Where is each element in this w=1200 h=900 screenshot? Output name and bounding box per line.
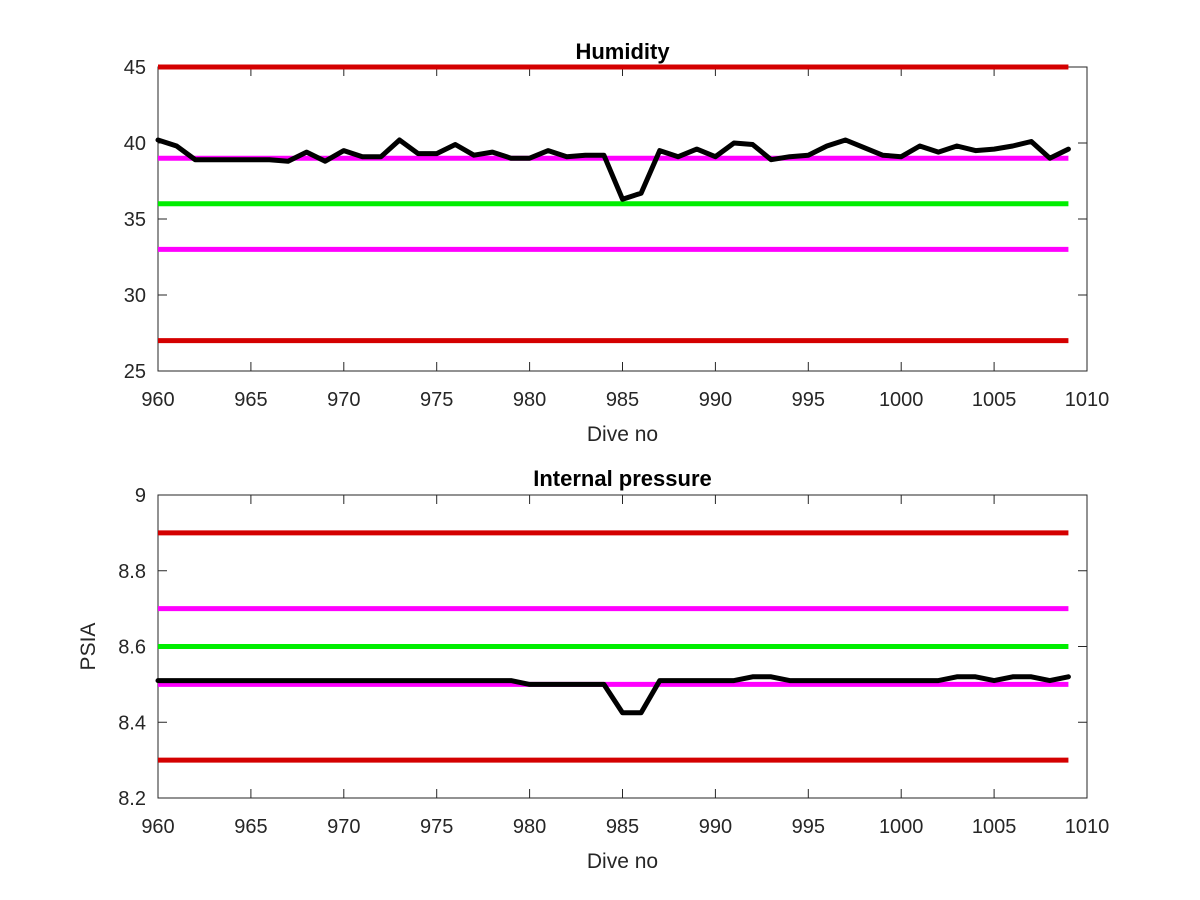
x-tick-label: 985 <box>606 816 639 838</box>
x-tick-label: 1000 <box>879 816 924 838</box>
x-tick-label: 985 <box>606 389 639 411</box>
x-tick-label: 970 <box>327 816 360 838</box>
x-tick-label: 1010 <box>1065 389 1110 411</box>
x-tick-label: 975 <box>420 816 453 838</box>
chart-title: Humidity <box>575 39 670 64</box>
chart-panel-1: 960 965 970 975 980 985 990 995 1000 1005 1010 25 30… <box>124 39 1110 446</box>
y-tick-label: 35 <box>124 209 146 231</box>
x-tick-label: 980 <box>513 389 546 411</box>
axes-box <box>157 66 1088 372</box>
x-tick-label: 960 <box>141 816 174 838</box>
x-tick-label: 1000 <box>879 389 924 411</box>
y-tick-label: 8.2 <box>118 788 146 810</box>
x-tick-label: 1005 <box>972 389 1017 411</box>
x-axis-label: Dive no <box>587 423 658 446</box>
y-tick-label: 8.6 <box>118 637 146 659</box>
x-tick-label: 980 <box>513 816 546 838</box>
y-tick-label: 9 <box>135 485 146 507</box>
chart-title: Internal pressure <box>533 466 712 491</box>
series-line-1 <box>155 137 1071 202</box>
x-tick-label: 965 <box>234 816 267 838</box>
chart-panel-2: 960 965 970 975 980 985 990 995 1000 1005 1010 8.2 8… <box>77 466 1109 873</box>
x-tick-label: 975 <box>420 389 453 411</box>
y-axis-label: PSIA <box>77 623 100 671</box>
y-tick-label: 25 <box>124 361 146 383</box>
series-line-1 <box>155 674 1071 716</box>
x-axis-label: Dive no <box>587 850 658 873</box>
x-tick-label: 1010 <box>1065 816 1110 838</box>
y-tick-label: 30 <box>124 285 146 307</box>
x-tick-label: 970 <box>327 389 360 411</box>
x-tick-label: 995 <box>792 816 825 838</box>
x-tick-label: 990 <box>699 816 732 838</box>
x-tick-label: 965 <box>234 389 267 411</box>
y-tick-label: 40 <box>124 133 146 155</box>
x-tick-label: 990 <box>699 389 732 411</box>
y-tick-label: 45 <box>124 57 146 79</box>
y-tick-label: 8.8 <box>118 561 146 583</box>
x-tick-label: 1005 <box>972 816 1017 838</box>
x-tick-label: 960 <box>141 389 174 411</box>
x-tick-label: 995 <box>792 389 825 411</box>
y-tick-label: 8.4 <box>118 712 146 734</box>
